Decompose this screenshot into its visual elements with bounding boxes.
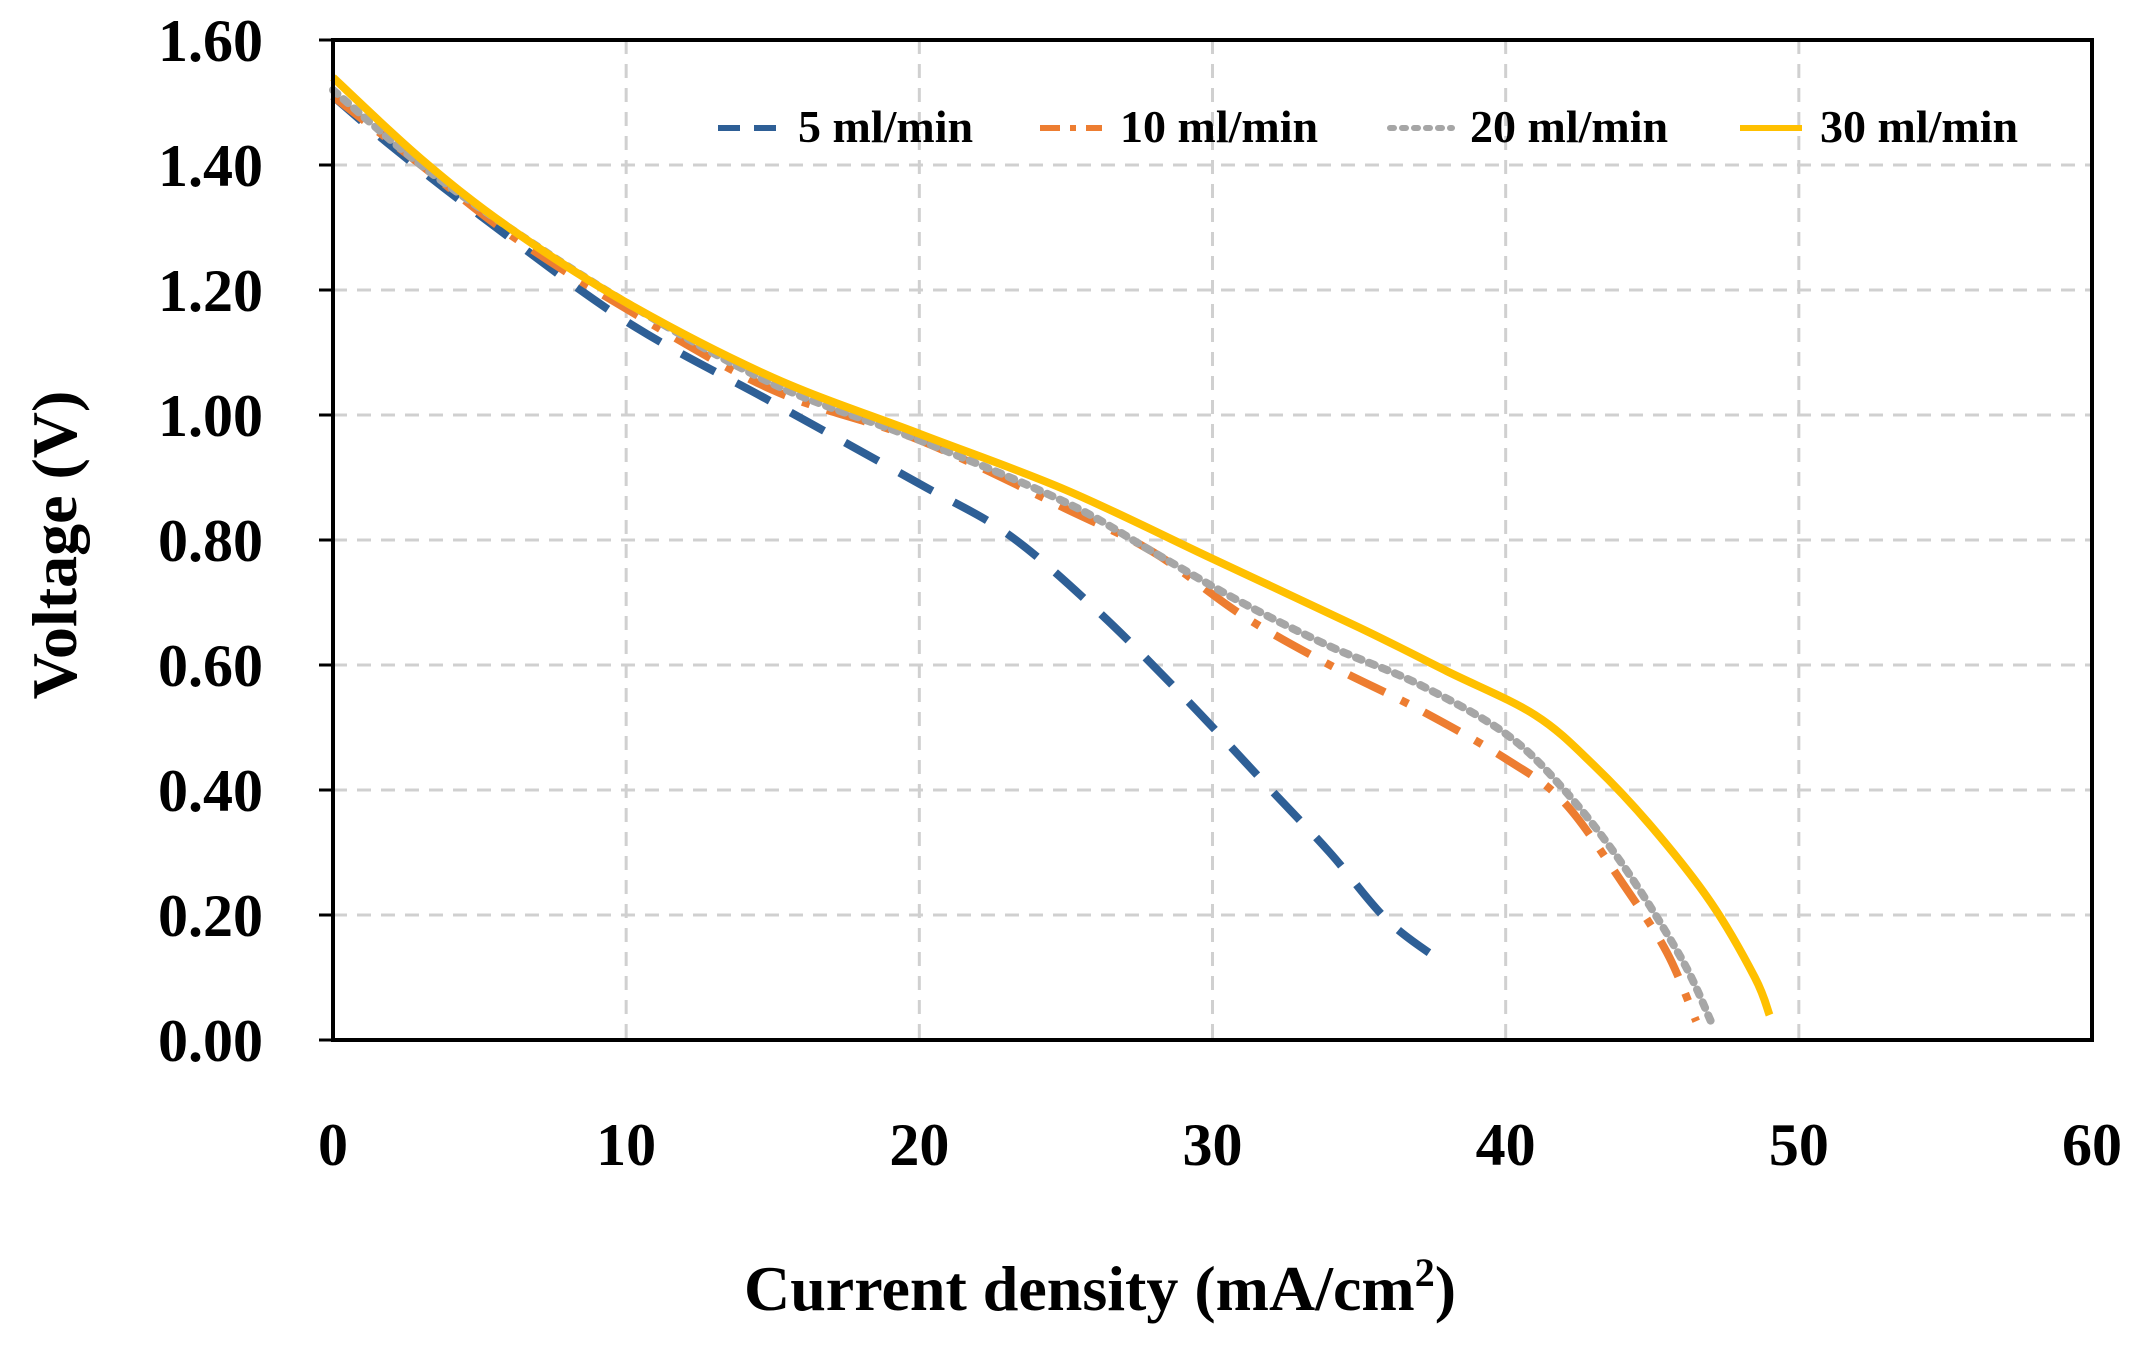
series-line-10-ml-min xyxy=(330,93,1700,1023)
y-tick-label: 1.20 xyxy=(158,258,263,324)
series-line-5-ml-min xyxy=(330,93,1450,969)
x-axis-title-superscript: 2 xyxy=(1415,1250,1435,1295)
y-tick-label: 0.60 xyxy=(158,633,263,699)
x-axis-title: Current density (mA/cm2) xyxy=(744,1250,1456,1324)
x-tick-label: 10 xyxy=(596,1112,656,1178)
y-tick-label: 0.40 xyxy=(158,758,263,824)
y-axis-title: Voltage (V) xyxy=(19,391,90,700)
y-tick-label: 0.00 xyxy=(158,1008,263,1074)
series-layer xyxy=(329,74,1774,1026)
legend-label: 10 ml/min xyxy=(1120,101,1318,152)
x-tick-label: 40 xyxy=(1476,1112,1536,1178)
legend: 5 ml/min 10 ml/min 20 ml/min 30 ml/min xyxy=(718,101,2018,152)
legend-label: 30 ml/min xyxy=(1820,101,2018,152)
x-axis-title-suffix: ) xyxy=(1435,1253,1456,1324)
y-tick-label: 0.80 xyxy=(158,508,263,574)
tick-labels: 0.00 0.20 0.40 0.60 0.80 1.00 1.20 1.40 1.60 0 10 2… xyxy=(158,8,2122,1178)
y-tick-label: 1.00 xyxy=(158,383,263,449)
x-tick-label: 60 xyxy=(2062,1112,2122,1178)
x-tick-label: 0 xyxy=(318,1112,348,1178)
legend-label: 5 ml/min xyxy=(798,101,973,152)
x-tick-label: 30 xyxy=(1183,1112,1243,1178)
y-tick-label: 1.60 xyxy=(158,8,263,74)
x-tick-label: 50 xyxy=(1769,1112,1829,1178)
x-tick-label: 20 xyxy=(889,1112,949,1178)
grid xyxy=(333,40,2092,1040)
legend-label: 20 ml/min xyxy=(1470,101,1668,152)
series-line-30-ml-min xyxy=(330,74,1774,1017)
y-tick-label: 0.20 xyxy=(158,883,263,949)
x-axis-title-main: Current density (mA/cm xyxy=(744,1253,1415,1324)
y-tick-label: 1.40 xyxy=(158,133,263,199)
